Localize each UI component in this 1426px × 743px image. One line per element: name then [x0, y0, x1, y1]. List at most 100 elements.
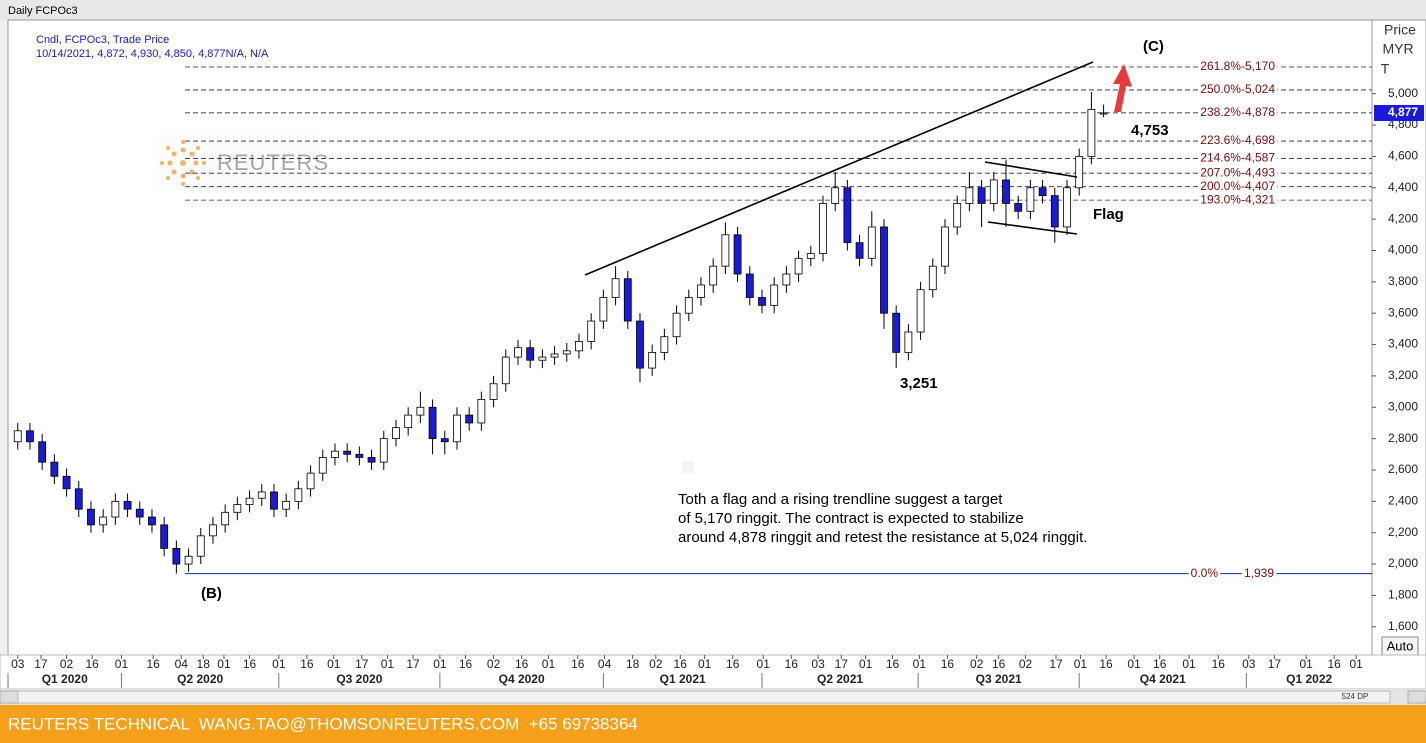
marker-box: [682, 461, 694, 473]
trendlines: [584, 61, 1094, 276]
candle-body: [404, 414, 413, 429]
x-tick-label: 04: [598, 657, 612, 671]
fib-label: 193.0%-4,321: [1200, 192, 1275, 206]
candle-body: [709, 265, 718, 286]
y-tick-label: 1,600: [1388, 619, 1418, 633]
candle-body: [770, 284, 779, 306]
quarter-label: Q3 2021: [976, 672, 1022, 686]
x-tick-label: 03: [11, 657, 25, 671]
x-tick-label: 17: [835, 657, 849, 671]
fib-label: 207.0%-4,493: [1200, 165, 1275, 179]
scroll-right[interactable]: [1407, 690, 1426, 704]
candle-body: [282, 500, 291, 510]
x-tick-label: 16: [992, 657, 1006, 671]
auto-button-label[interactable]: Auto: [1387, 638, 1414, 653]
candle-body: [855, 242, 864, 259]
y-tick-label: 3,200: [1388, 368, 1418, 382]
y-tick-label: 2,400: [1388, 494, 1418, 508]
base-label-bg: [1188, 565, 1221, 580]
x-tick-label: 02: [970, 657, 984, 671]
candle-body: [1038, 187, 1047, 197]
candle-body: [343, 450, 352, 455]
candle-body: [562, 350, 571, 355]
x-tick-label: 02: [487, 657, 501, 671]
candle-body: [331, 450, 339, 458]
x-tick-label: 01: [272, 657, 286, 671]
quarter-label: Q2 2021: [817, 672, 863, 686]
base-label: 0.0%: [1191, 566, 1219, 580]
x-tick-label: 17: [1049, 657, 1063, 671]
y-axis-label: Price: [1384, 22, 1416, 38]
fib-label: 223.6%-4,698: [1200, 133, 1275, 147]
x-tick-label: 17: [34, 657, 48, 671]
header-title: Daily FCPOc3: [8, 5, 78, 17]
fib-label-bg: [1198, 133, 1278, 148]
candle-body: [221, 511, 230, 526]
candle-body: [1075, 156, 1084, 189]
scroll-left[interactable]: [0, 690, 19, 704]
fib-label-bg: [1198, 104, 1278, 119]
candle-body: [1099, 112, 1108, 115]
x-tick-label: 01: [1182, 657, 1196, 671]
scroll-thumb[interactable]: [17, 690, 1391, 704]
candle-body: [928, 265, 937, 291]
x-tick-label: 16: [515, 657, 529, 671]
candle-body: [379, 438, 388, 463]
x-tick-label: 03: [1242, 657, 1256, 671]
candle-body: [196, 535, 205, 557]
candle-body: [672, 312, 681, 338]
candle-body: [428, 406, 437, 440]
candle-body: [611, 278, 620, 298]
fib-label-bg: [1198, 192, 1278, 207]
x-tick-label: 01: [115, 657, 129, 671]
candle-body: [233, 504, 242, 513]
x-tick-label: 03: [811, 657, 825, 671]
candle-body: [660, 336, 669, 353]
header-bar: [0, 0, 1426, 20]
candle-body: [416, 406, 425, 416]
candle-body: [892, 312, 901, 353]
fib-label: 261.8%-5,170: [1200, 59, 1275, 73]
y-tick-label: 4,400: [1388, 180, 1418, 194]
rising-trendline: [584, 61, 1094, 276]
y-tick-label: 4,600: [1388, 149, 1418, 163]
candles-layer: [13, 92, 1108, 574]
candle-body: [489, 383, 498, 400]
candle-body: [526, 347, 535, 361]
candle-body: [294, 488, 303, 502]
candle-body: [1026, 187, 1035, 212]
candle-body: [367, 457, 376, 463]
candle-body: [1002, 179, 1010, 204]
candle-body: [355, 453, 364, 458]
quarter-label: Q4 2021: [1140, 672, 1186, 686]
quarter-label: Q3 2020: [336, 672, 382, 686]
x-tick-label: 02: [60, 657, 74, 671]
price-annotation: 3,251: [900, 375, 938, 392]
candle-body: [209, 524, 217, 537]
candle-body: [87, 508, 95, 526]
x-axis-area: [0, 654, 1426, 690]
x-tick-label: 01: [1299, 657, 1313, 671]
candle-body: [62, 475, 71, 490]
y-axis-area: [1371, 19, 1426, 656]
candle-body: [843, 187, 852, 244]
watermark-text: REUTERS: [217, 150, 329, 175]
y-axis-label: MYR: [1382, 41, 1413, 57]
x-tick-label: 01: [757, 657, 771, 671]
candle-body: [111, 500, 120, 518]
plot-area: [7, 19, 1373, 656]
y-tick-label: 1,800: [1388, 588, 1418, 602]
quarter-label: Q1 2020: [42, 672, 88, 686]
candle-body: [880, 226, 888, 314]
pattern-label: Flag: [1093, 206, 1124, 223]
x-tick-label: 01: [542, 657, 556, 671]
x-tick-label: 16: [86, 657, 100, 671]
wave-label: (C): [1143, 38, 1164, 55]
candle-body: [733, 234, 742, 275]
y-axis-label: T: [1381, 61, 1390, 77]
candle-body: [465, 414, 474, 424]
candle-body: [1014, 203, 1023, 212]
fib-label-bg: [1198, 165, 1278, 180]
